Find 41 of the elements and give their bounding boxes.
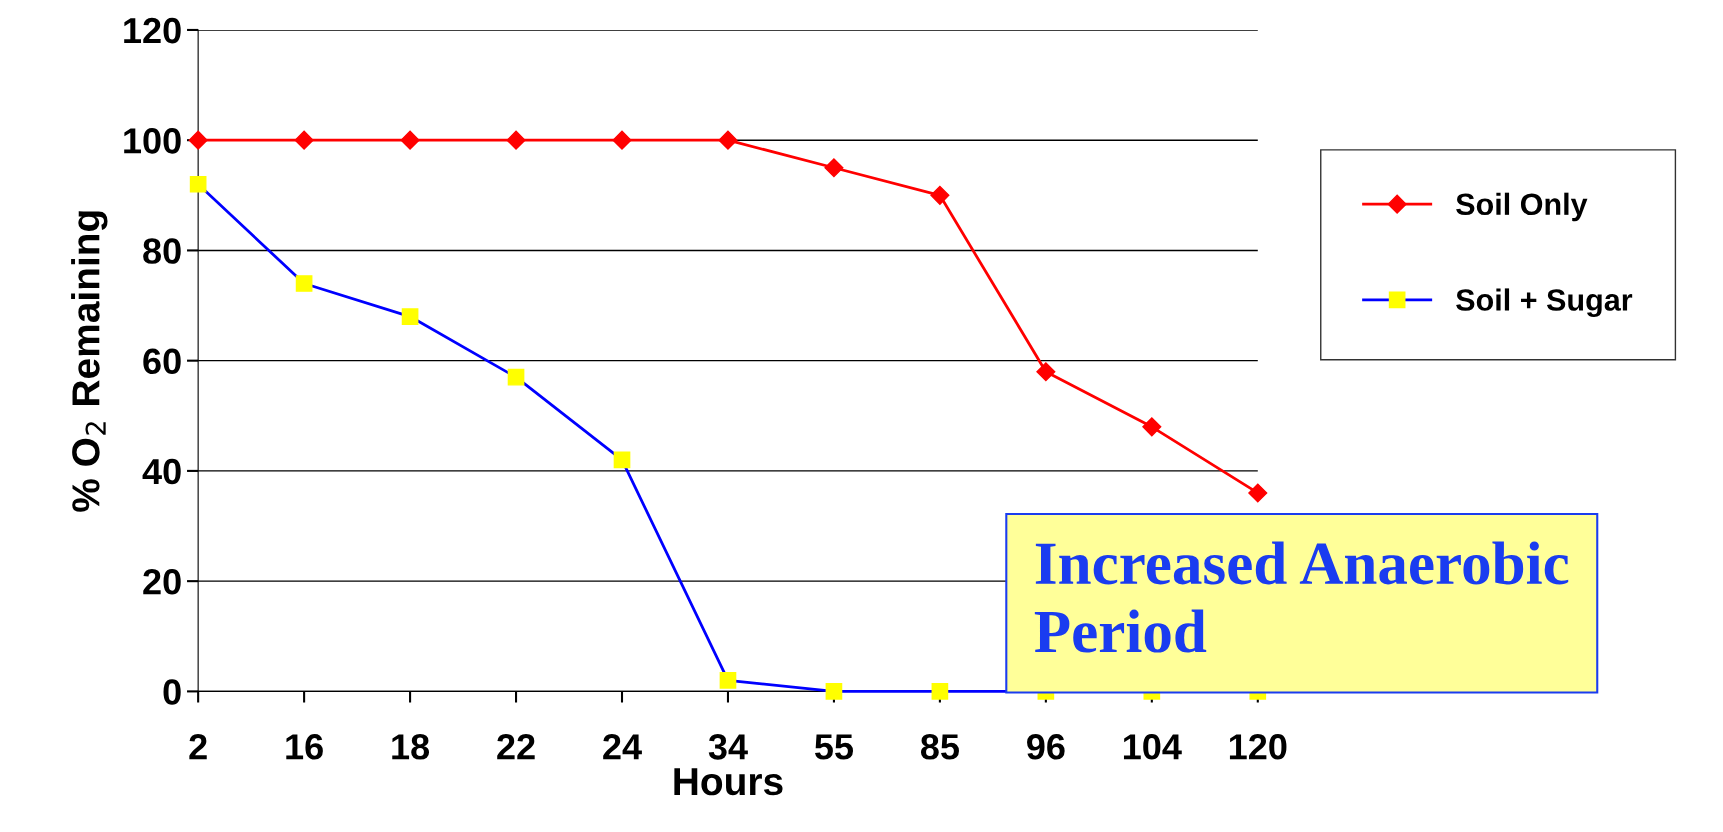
legend-label: Soil + Sugar (1456, 288, 1633, 317)
point (612, 130, 632, 150)
point (1248, 483, 1268, 503)
x-tick-label: 55 (814, 734, 854, 760)
annotation: Increased Anaerobic Period (1034, 541, 1569, 653)
x-tick-label: 120 (1229, 734, 1287, 760)
y-tick-label: 0 (163, 679, 181, 705)
x-tick-label: 22 (497, 734, 535, 760)
y-tick-label: 60 (143, 348, 181, 375)
point (400, 130, 420, 150)
x-tick-label: 104 (1123, 734, 1182, 760)
point (507, 368, 525, 386)
y-tick-label: 40 (142, 458, 181, 485)
x-tick-label: 2 (189, 734, 207, 760)
x-axis-title: Hours (674, 768, 783, 796)
y-tick-label: 120 (124, 17, 181, 44)
point (719, 672, 737, 689)
y-tick-label: 100 (124, 128, 181, 154)
point (718, 130, 738, 150)
y-axis-title: % O$_{2}$ Remaining (71, 211, 108, 512)
y-tick-label: 80 (143, 238, 181, 264)
point (824, 158, 844, 178)
point (506, 130, 526, 150)
point (401, 308, 419, 325)
y-tick-label: 20 (143, 569, 181, 595)
point (295, 275, 313, 292)
x-tick-label: 96 (1027, 734, 1065, 760)
x-tick-label: 85 (920, 734, 959, 760)
point (1142, 417, 1162, 437)
point (930, 185, 950, 205)
x-tick-label: 18 (392, 734, 430, 760)
point (613, 451, 631, 469)
legend-label: Soil Only (1456, 192, 1588, 222)
point (825, 683, 843, 700)
x-tick-label: 24 (603, 734, 642, 760)
point (931, 683, 949, 700)
x-tick-label: 34 (708, 734, 748, 760)
point (294, 130, 314, 150)
x-tick-label: 16 (286, 734, 323, 760)
point (1036, 362, 1056, 382)
point (189, 175, 207, 193)
